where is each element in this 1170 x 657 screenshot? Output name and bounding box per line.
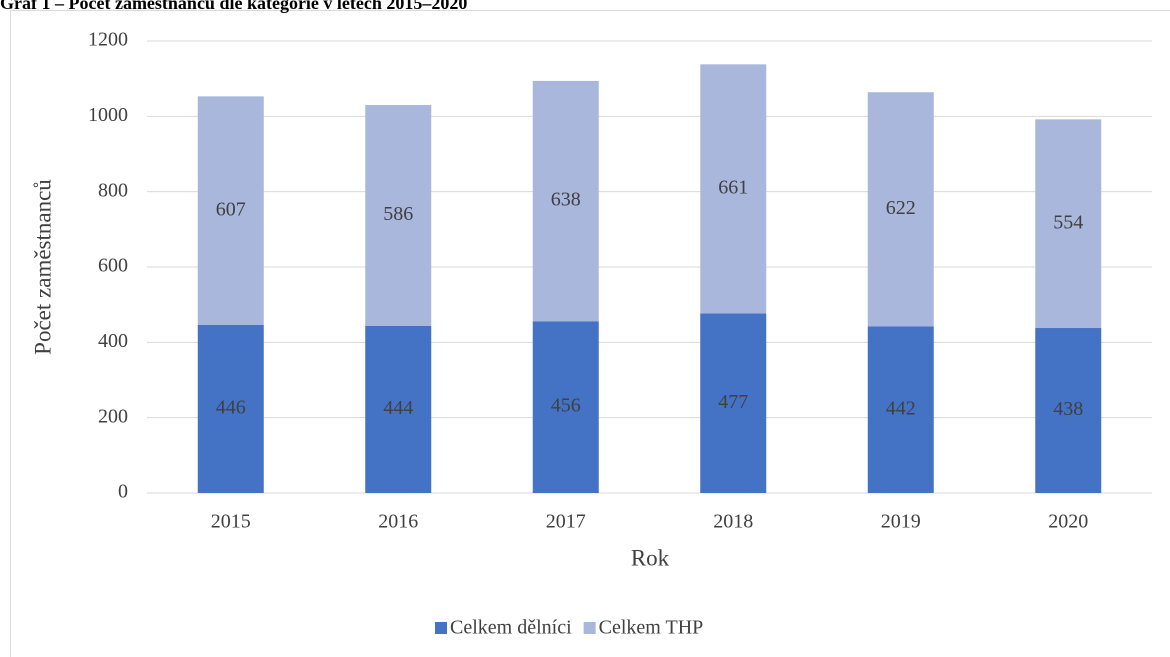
bar-segment	[1035, 119, 1102, 329]
bar-segment	[532, 80, 599, 322]
bar-segment	[197, 325, 264, 493]
data-label: 477	[718, 391, 748, 413]
bar-segment	[867, 326, 934, 493]
data-label: 554	[1053, 211, 1083, 233]
x-axis-label: Rok	[631, 545, 670, 570]
y-tick-label: 0	[118, 481, 128, 503]
y-tick-label: 1200	[88, 29, 128, 51]
data-label: 622	[886, 197, 916, 219]
y-tick-label: 800	[98, 179, 128, 201]
y-tick-label: 1000	[88, 104, 128, 126]
x-tick-label: 2020	[1048, 511, 1088, 533]
chart-title: Graf 1 – Počet zaměstnanců dle kategorie…	[0, 0, 467, 13]
bar-segment	[532, 321, 599, 493]
chart-border	[10, 10, 1170, 657]
y-axis-label: Počet zaměstnanců	[30, 179, 55, 355]
data-label: 607	[216, 198, 246, 220]
data-label: 444	[383, 397, 413, 419]
bar-segment	[365, 325, 432, 493]
y-tick-label: 600	[98, 255, 128, 277]
bar-segment	[197, 96, 264, 326]
bar-segment	[700, 313, 767, 493]
legend-swatch	[435, 622, 447, 634]
legend-swatch	[583, 622, 596, 634]
data-label: 456	[551, 395, 581, 417]
x-tick-label: 2018	[713, 511, 753, 533]
legend-label: Celkem THP	[599, 617, 704, 639]
x-tick-label: 2017	[546, 511, 586, 533]
bar-segment	[700, 64, 767, 314]
data-label: 638	[551, 189, 581, 211]
data-label: 586	[383, 203, 413, 225]
y-tick-label: 200	[98, 405, 128, 427]
x-tick-label: 2019	[881, 511, 921, 533]
legend-label: Celkem dělníci	[450, 617, 572, 639]
y-tick-label: 400	[98, 330, 128, 352]
bar-segment	[1035, 328, 1102, 493]
data-label: 446	[216, 397, 246, 419]
data-label: 661	[718, 176, 748, 198]
x-tick-label: 2016	[378, 511, 418, 533]
bar-segment	[867, 92, 934, 327]
x-tick-label: 2015	[211, 511, 251, 533]
bar-segment	[365, 105, 432, 326]
data-label: 438	[1053, 398, 1083, 420]
data-label: 442	[886, 397, 916, 419]
